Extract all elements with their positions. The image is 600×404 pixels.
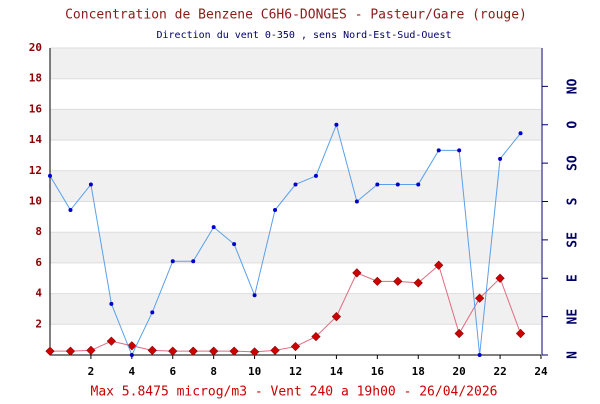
x-tick-label: 2 bbox=[88, 365, 95, 378]
x-tick-label: 4 bbox=[129, 365, 136, 378]
point bbox=[88, 182, 93, 187]
point bbox=[413, 278, 423, 288]
point bbox=[395, 182, 400, 187]
y-tick-label: 8 bbox=[35, 225, 42, 238]
point bbox=[290, 341, 301, 352]
point bbox=[211, 225, 216, 230]
point bbox=[129, 353, 134, 357]
point bbox=[68, 208, 73, 213]
x-tick-label: 18 bbox=[412, 365, 425, 378]
point bbox=[475, 293, 485, 303]
grid-band bbox=[50, 109, 541, 141]
point bbox=[518, 131, 523, 136]
point bbox=[249, 347, 260, 357]
x-tick-label: 20 bbox=[453, 365, 466, 378]
point bbox=[457, 148, 462, 153]
point bbox=[106, 336, 116, 346]
point bbox=[273, 208, 278, 213]
grid-band bbox=[50, 48, 541, 79]
point bbox=[150, 310, 155, 315]
point bbox=[45, 346, 55, 356]
point bbox=[170, 259, 175, 264]
y2-tick-label: N bbox=[566, 351, 581, 359]
chart-title: Concentration de Benzene C6H6-DONGES - P… bbox=[65, 8, 527, 23]
point bbox=[127, 341, 137, 351]
x-tick-label: 8 bbox=[210, 365, 217, 378]
grid-band bbox=[50, 232, 541, 263]
x-tick-label: 10 bbox=[248, 365, 261, 378]
y-tick-label: 10 bbox=[29, 195, 42, 208]
point bbox=[515, 328, 526, 339]
point bbox=[436, 148, 441, 153]
footer-note: Max 5.8475 microg/m3 - Vent 240 a 19h00 … bbox=[91, 385, 498, 400]
y2-tick-label: E bbox=[566, 274, 581, 282]
x-tick-label: 16 bbox=[371, 365, 385, 378]
point bbox=[293, 182, 298, 187]
y-tick-label: 18 bbox=[29, 72, 42, 85]
grid-band bbox=[50, 293, 541, 325]
y2-tick-label: O bbox=[566, 121, 581, 129]
point bbox=[86, 345, 96, 355]
point bbox=[372, 276, 382, 286]
point bbox=[252, 293, 257, 298]
point bbox=[191, 259, 196, 264]
point bbox=[109, 301, 114, 306]
x-tick-label: 22 bbox=[493, 365, 506, 378]
point bbox=[209, 346, 219, 356]
point bbox=[334, 122, 339, 127]
x-tick-label: 12 bbox=[289, 365, 302, 378]
point bbox=[498, 156, 503, 161]
point bbox=[393, 276, 403, 286]
point bbox=[311, 331, 321, 342]
point bbox=[454, 328, 464, 339]
point bbox=[232, 242, 237, 247]
series-line bbox=[49, 123, 521, 357]
y-tick-label: 4 bbox=[35, 287, 42, 300]
point bbox=[188, 346, 198, 356]
point bbox=[434, 260, 444, 270]
point bbox=[65, 346, 76, 356]
point bbox=[229, 346, 239, 356]
point bbox=[331, 312, 342, 322]
point bbox=[168, 346, 178, 356]
y-tick-label: 14 bbox=[29, 133, 43, 146]
x-tick-label: 6 bbox=[169, 365, 176, 378]
x-tick-label: 24 bbox=[534, 365, 548, 378]
point bbox=[352, 268, 362, 278]
y2-tick-label: NO bbox=[566, 78, 581, 94]
point bbox=[375, 182, 380, 187]
y2-tick-label: S bbox=[566, 197, 581, 205]
point bbox=[495, 273, 505, 283]
point bbox=[147, 345, 157, 355]
x-tick-label: 14 bbox=[330, 365, 344, 378]
y-tick-label: 16 bbox=[29, 102, 43, 115]
y-tick-label: 6 bbox=[35, 256, 42, 269]
y-tick-label: 2 bbox=[35, 317, 42, 330]
point bbox=[477, 353, 482, 357]
point bbox=[354, 199, 359, 204]
y-tick-label: 12 bbox=[29, 164, 42, 177]
y-tick-label: 20 bbox=[29, 41, 42, 54]
y2-tick-label: SE bbox=[566, 232, 581, 248]
point bbox=[416, 182, 421, 187]
point bbox=[270, 345, 280, 355]
chart-subtitle: Direction du vent 0-350 , sens Nord-Est-… bbox=[156, 30, 451, 41]
y2-tick-label: SO bbox=[566, 155, 581, 171]
y2-tick-label: NE bbox=[566, 309, 581, 325]
point bbox=[48, 173, 52, 178]
point bbox=[313, 173, 318, 178]
